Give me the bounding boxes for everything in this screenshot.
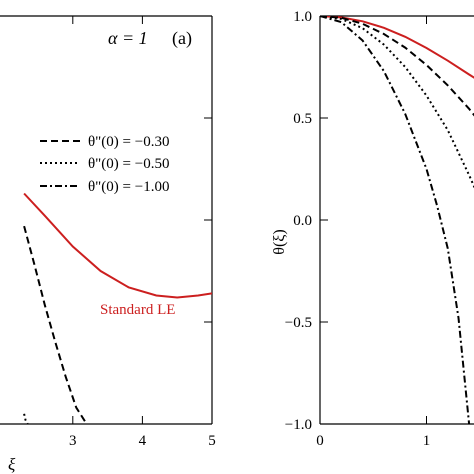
- x-tick-label-1-0: 0: [316, 433, 324, 449]
- alpha-annotation: α = 1: [108, 28, 148, 48]
- right-series-group: [320, 16, 474, 424]
- right-ticks: [319, 15, 427, 425]
- left-ticks: [72, 15, 213, 425]
- x-tick-label-0-2: 5: [208, 433, 216, 449]
- x-tick-label-0-0: 3: [69, 433, 77, 449]
- series-line-1-0: [320, 16, 474, 79]
- legend-label-1: θ"(0) = −0.30: [88, 134, 169, 150]
- series-line-0-2: [23, 413, 29, 424]
- left-tick-labels: 3 4 5: [69, 433, 216, 449]
- right-y-axis-label: θ(ξ): [271, 229, 288, 254]
- y-tick-label-1-1: −0.5: [285, 315, 312, 331]
- right-panel: 0 1 −1.0 −0.5 0.0 0.5 1.0 θ(ξ): [271, 9, 474, 449]
- series-line-1-3: [320, 16, 471, 424]
- y-tick-label-1-2: 0.0: [293, 213, 312, 229]
- left-panel: 3 4 5 α = 1 (a) θ"(0) = −0.30 θ"(0) = −0.5…: [0, 15, 216, 474]
- legend-label-2: θ"(0) = −0.50: [88, 156, 169, 172]
- left-series-group: [23, 192, 212, 424]
- standard-le-label: Standard LE: [100, 302, 175, 318]
- panel-label: (a): [172, 28, 192, 49]
- x-tick-label-0-1: 4: [139, 433, 147, 449]
- series-line-0-0: [23, 192, 212, 299]
- y-tick-label-1-3: 0.5: [293, 111, 312, 127]
- y-tick-label-1-4: 1.0: [293, 9, 312, 25]
- series-line-1-1: [320, 16, 474, 117]
- series-line-1-2: [320, 16, 474, 189]
- legend: θ"(0) = −0.30 θ"(0) = −0.50 θ"(0) = −1.0…: [40, 134, 169, 195]
- x-tick-label-1-1: 1: [423, 433, 431, 449]
- series-line-0-1: [23, 225, 88, 424]
- legend-label-3: θ"(0) = −1.00: [88, 179, 169, 195]
- right-tick-labels: 0 1 −1.0 −0.5 0.0 0.5 1.0: [285, 9, 430, 449]
- left-x-axis-label: ξ: [8, 455, 16, 474]
- y-tick-label-1-0: −1.0: [285, 417, 312, 433]
